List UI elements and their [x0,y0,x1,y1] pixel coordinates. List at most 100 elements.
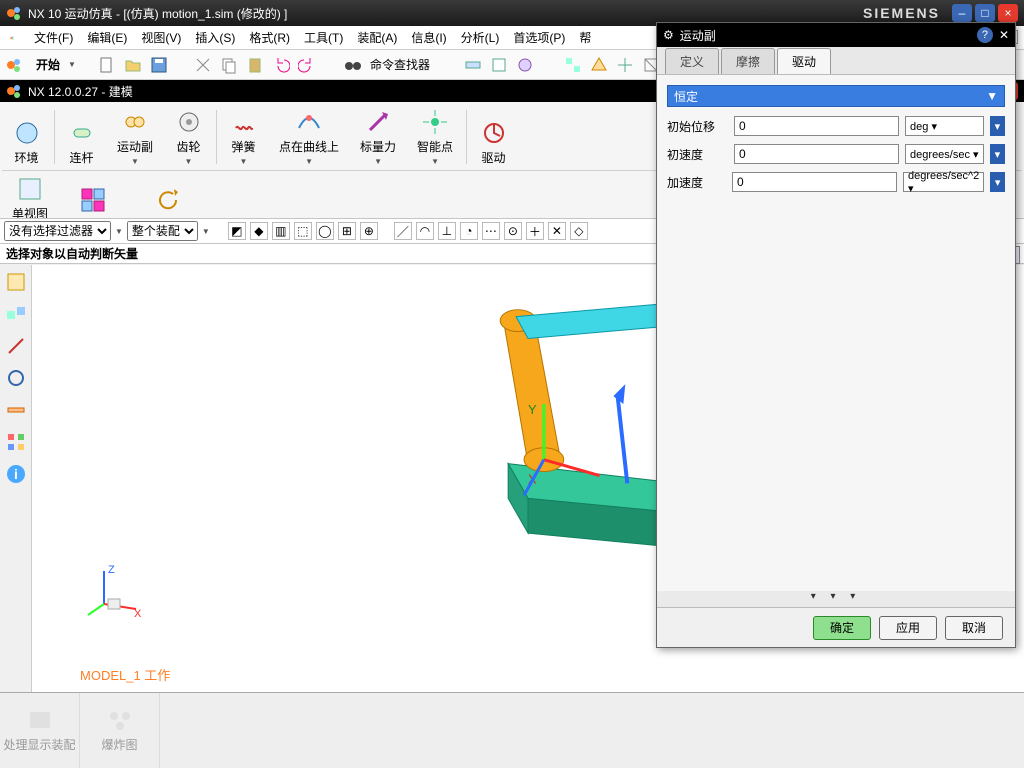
chevron-down-icon[interactable]: ▼ [374,157,382,166]
nav-part-icon[interactable] [5,271,27,293]
chevron-down-icon[interactable]: ▼ [131,157,139,166]
ok-button[interactable]: 确定 [813,616,871,640]
dialog-titlebar[interactable]: ⚙ 运动副 ? ✕ [657,23,1015,47]
snap-quad-icon[interactable]: ◇ [570,222,588,240]
btab-display-assembly[interactable]: 处理显示装配 [0,693,80,768]
expr-button[interactable]: ▾ [990,172,1005,192]
chevron-down-icon[interactable]: ▼ [68,60,76,69]
chevron-down-icon[interactable]: ▼ [240,157,248,166]
apply-button[interactable]: 应用 [879,616,937,640]
menu-tools[interactable]: 工具(T) [298,27,349,48]
input-initial-vel[interactable] [734,144,899,164]
unit-initial-disp[interactable]: deg ▾ [905,116,984,136]
cut-icon[interactable] [194,56,212,74]
chevron-down-icon[interactable]: ▼ [986,89,998,103]
save-icon[interactable] [150,56,168,74]
tab-define[interactable]: 定义 [665,48,719,74]
unit-initial-vel[interactable]: degrees/sec ▾ [905,144,984,164]
filter-select-2[interactable]: 整个装配 [127,221,198,241]
menu-view[interactable]: 视图(V) [135,27,187,48]
ribbon-link[interactable]: 连杆 [57,106,107,168]
maximize-button[interactable]: □ [975,4,995,22]
tab-driver[interactable]: 驱动 [777,48,831,74]
snap-arc-icon[interactable]: ◠ [416,222,434,240]
unit-accel[interactable]: degrees/sec^2 ▾ [903,172,984,192]
nav-motion-icon[interactable] [5,367,27,389]
tool-c-icon[interactable] [516,56,534,74]
ribbon-gear-label: 齿轮 [177,138,201,155]
undo-icon[interactable] [272,56,290,74]
input-accel[interactable] [732,172,897,192]
chevron-down-icon[interactable]: ▼ [115,227,123,236]
chevron-down-icon[interactable]: ▼ [305,157,313,166]
tool-a-icon[interactable] [464,56,482,74]
filter-select-1[interactable]: 没有选择过滤器 [4,221,111,241]
dialog-close-icon[interactable]: ✕ [999,28,1009,42]
snap-center-icon[interactable]: ⊙ [504,222,522,240]
tool-d-icon[interactable] [564,56,582,74]
menu-prefs[interactable]: 首选项(P) [507,27,571,48]
menu-assembly[interactable]: 装配(A) [351,27,403,48]
row-initial-vel: 初速度 degrees/sec ▾ ▾ [667,141,1005,167]
menu-insert[interactable]: 插入(S) [189,27,241,48]
ribbon-point-on-curve[interactable]: 点在曲线上▼ [269,106,350,168]
ribbon-spring[interactable]: 弹簧▼ [219,106,269,168]
nav-assem-icon[interactable] [5,303,27,325]
chevron-down-icon[interactable]: ▼ [185,157,193,166]
sel-tool-icon[interactable]: ⊕ [360,222,378,240]
dialog-help-icon[interactable]: ? [977,27,993,43]
start-menu[interactable]: 开始 [36,56,60,73]
redo-icon[interactable] [298,56,316,74]
tool-f-icon[interactable] [616,56,634,74]
nav-constraint-icon[interactable] [5,335,27,357]
nav-history-icon[interactable] [5,431,27,453]
snap-line-icon[interactable]: ／ [394,222,412,240]
chevron-down-icon[interactable]: ▼ [202,227,210,236]
dialog-expand-handle[interactable]: ▾ ▾ ▾ [657,591,1015,607]
btab-explode[interactable]: 爆炸图 [80,693,160,768]
sel-tool-icon[interactable]: ▥ [272,222,290,240]
chevron-down-icon[interactable]: ▼ [431,157,439,166]
snap-perp-icon[interactable]: ⊥ [438,222,456,240]
sel-tool-icon[interactable]: ◆ [250,222,268,240]
sel-tool-icon[interactable]: ⊞ [338,222,356,240]
menu-analysis[interactable]: 分析(L) [455,27,506,48]
open-icon[interactable] [124,56,142,74]
tool-b-icon[interactable] [490,56,508,74]
input-initial-disp[interactable] [734,116,899,136]
menu-info[interactable]: 信息(I) [405,27,452,48]
copy-icon[interactable] [220,56,238,74]
command-finder-label[interactable]: 命令查找器 [370,56,430,73]
ribbon-gear[interactable]: 齿轮 ▼ [164,106,214,168]
sel-tool-icon[interactable]: ◯ [316,222,334,240]
ribbon-env[interactable]: 环境 [2,106,52,168]
nav-measure-icon[interactable] [5,399,27,421]
paste-icon[interactable] [246,56,264,74]
close-button[interactable]: × [998,4,1018,22]
tool-e-icon[interactable] [590,56,608,74]
cancel-button[interactable]: 取消 [945,616,1003,640]
sel-tool-icon[interactable]: ◩ [228,222,246,240]
expr-button[interactable]: ▾ [990,144,1005,164]
binoculars-icon[interactable] [344,56,362,74]
snap-tan-icon[interactable]: ◔ [460,222,478,240]
menu-file[interactable]: 文件(F) [28,27,79,48]
menu-format[interactable]: 格式(R) [243,27,296,48]
ribbon-smart-point[interactable]: 智能点▼ [407,106,464,168]
driver-type-combo[interactable]: 恒定 ▼ [667,85,1005,107]
ribbon-scalar-force[interactable]: 标量力▼ [350,106,407,168]
status-left: 选择对象以自动判断矢量 [6,245,138,262]
snap-int-icon[interactable]: ✕ [548,222,566,240]
menu-help[interactable]: 帮 [573,27,597,48]
tab-friction[interactable]: 摩擦 [721,48,775,74]
expr-button[interactable]: ▾ [990,116,1005,136]
minimize-button[interactable]: – [952,4,972,22]
snap-mid-icon[interactable]: ⋯ [482,222,500,240]
snap-plus-icon[interactable]: ＋ [526,222,544,240]
ribbon-driver[interactable]: 驱动 [469,106,519,168]
new-icon[interactable] [98,56,116,74]
sel-tool-icon[interactable]: ⬚ [294,222,312,240]
ribbon-joint[interactable]: 运动副▼ [107,106,164,168]
menu-edit[interactable]: 编辑(E) [81,27,133,48]
nav-info-icon[interactable]: i [5,463,27,485]
